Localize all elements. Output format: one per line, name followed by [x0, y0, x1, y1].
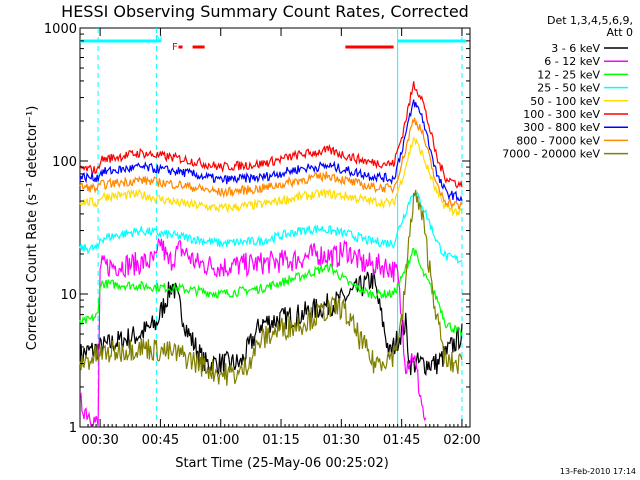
annotation-night: N — [155, 34, 162, 45]
x-tick-label-0: 00:30 — [81, 433, 118, 448]
y-tick-label-3: 1000 — [44, 22, 77, 37]
y-tick-label-1: 10 — [60, 288, 77, 303]
chart-title: HESSI Observing Summary Count Rates, Cor… — [61, 2, 469, 21]
x-tick-label-1: 00:45 — [142, 433, 179, 448]
x-tick-label-4: 01:30 — [323, 433, 360, 448]
series-line-4 — [79, 136, 463, 217]
series-line-7 — [79, 117, 463, 210]
annotation-flag: F — [172, 42, 178, 53]
legend-header-line-2: Att 0 — [607, 26, 633, 39]
plot-area — [79, 27, 471, 428]
series-line-3 — [79, 191, 463, 264]
y-axis: 1 10 100 1000 — [44, 22, 470, 436]
legend-label-6: 300 - 800 keV — [523, 121, 600, 134]
x-tick-label-5: 01:45 — [383, 433, 420, 448]
series-line-0 — [79, 268, 463, 377]
footer-date: 13-Feb-2010 17:14 — [560, 467, 636, 476]
legend-label-1: 6 - 12 keV — [544, 55, 600, 68]
series-line-6 — [79, 99, 463, 202]
legend-label-5: 100 - 300 keV — [523, 108, 600, 121]
legend-label-3: 25 - 50 keV — [537, 82, 600, 95]
y-axis-label: Corrected Count Rate (s⁻¹ detector⁻¹) — [25, 106, 40, 351]
vertical-markers — [97, 28, 463, 427]
x-axis: 00:30 00:45 01:00 01:15 01:30 01:45 02:00 — [81, 28, 481, 448]
series-layer — [79, 81, 463, 428]
legend-label-2: 12 - 25 keV — [537, 68, 600, 81]
series-line-8 — [79, 189, 463, 386]
legend-label-4: 50 - 100 keV — [530, 95, 600, 108]
legend-label-7: 800 - 7000 keV — [516, 134, 600, 147]
legend-header-line-1: Det 1,3,4,5,6,9, — [547, 14, 633, 27]
series-line-5 — [79, 81, 463, 189]
x-tick-label-6: 02:00 — [443, 433, 480, 448]
series-line-2 — [79, 247, 463, 337]
plot-frame — [79, 27, 471, 428]
x-axis-label: Start Time (25-May-06 00:25:02) — [175, 456, 389, 471]
x-tick-label-2: 01:00 — [202, 433, 239, 448]
series-line-1 — [79, 237, 427, 428]
legend-label-8: 7000 - 20000 keV — [502, 148, 600, 161]
y-tick-label-2: 100 — [52, 155, 77, 170]
legend-label-0: 3 - 6 keV — [551, 42, 600, 55]
y-tick-label-0: 1 — [69, 421, 77, 436]
x-tick-label-3: 01:15 — [262, 433, 299, 448]
